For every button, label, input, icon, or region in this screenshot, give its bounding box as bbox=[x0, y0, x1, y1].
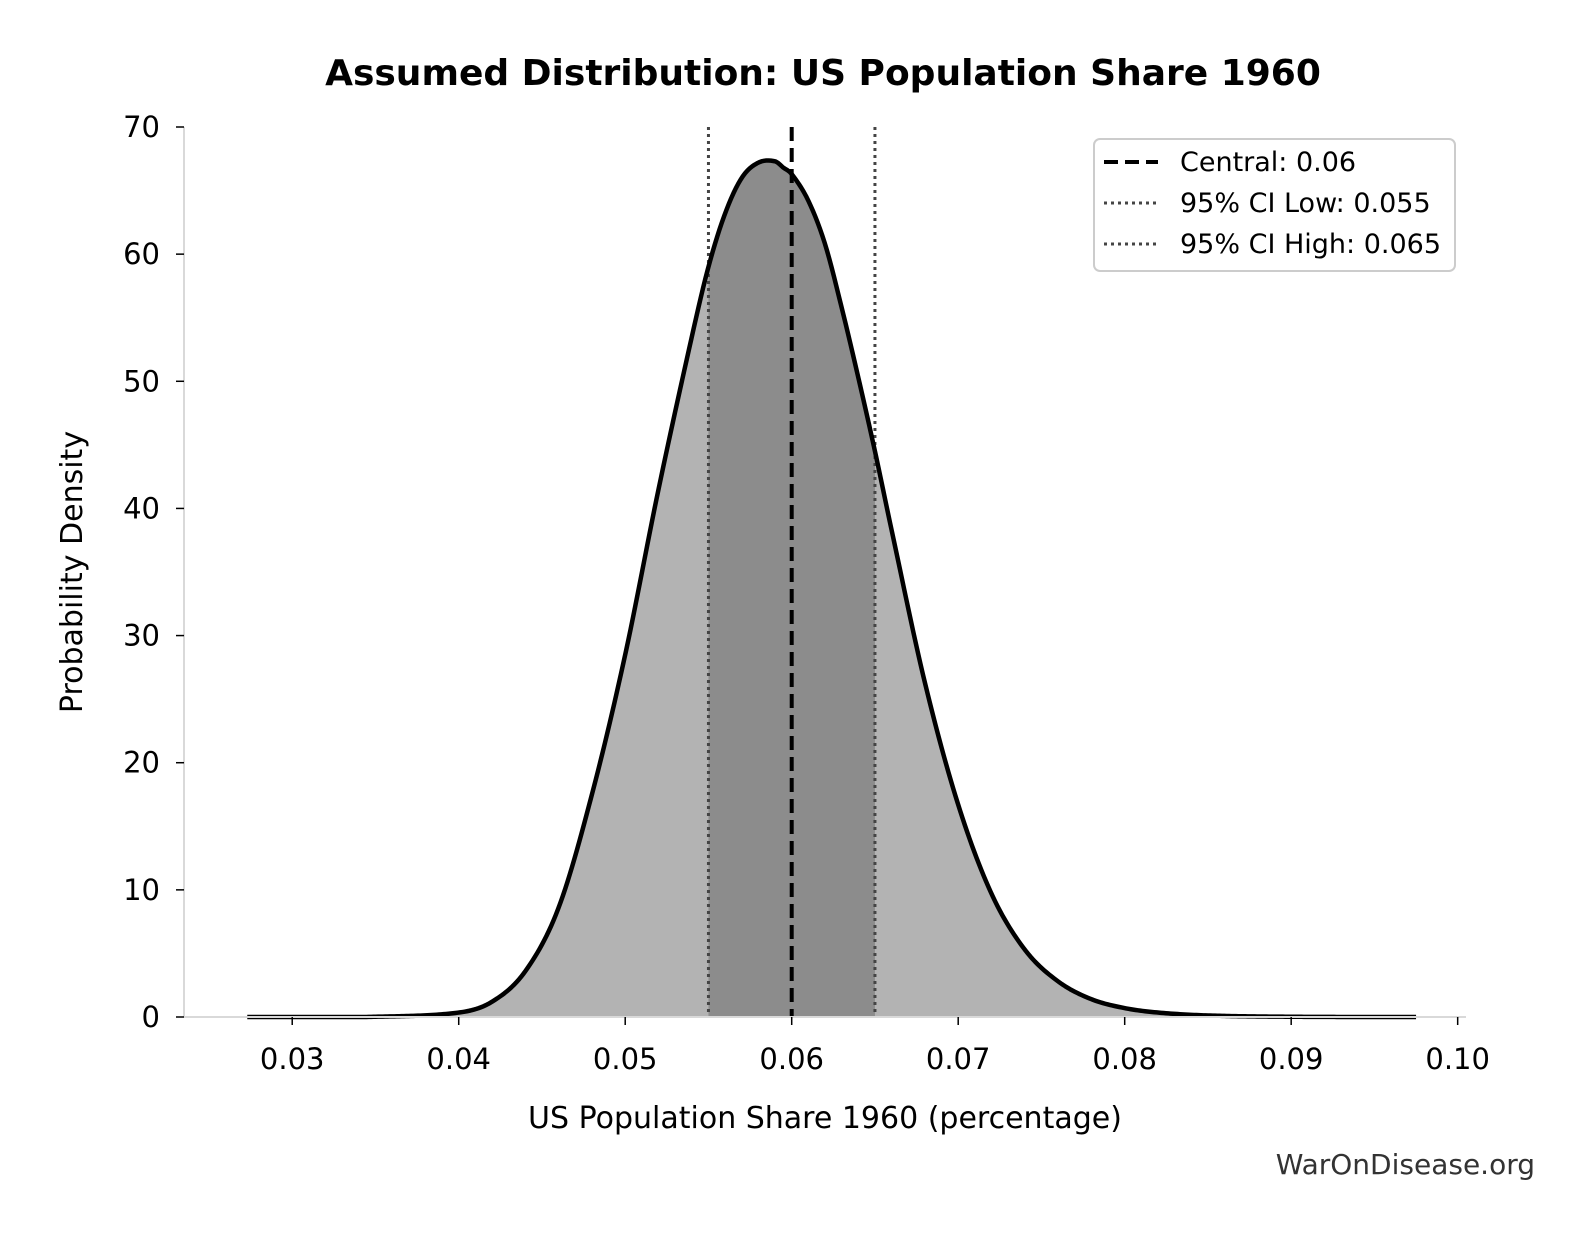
x-tick-label: 0.03 bbox=[260, 1042, 325, 1076]
x-tick-label: 0.07 bbox=[926, 1042, 991, 1076]
y-tick-label: 60 bbox=[123, 237, 160, 271]
y-tick-label: 30 bbox=[123, 619, 160, 653]
density-curve bbox=[247, 158, 1417, 1020]
plot-area bbox=[247, 127, 1417, 1020]
y-tick-label: 0 bbox=[142, 1000, 160, 1034]
y-tick-label: 20 bbox=[123, 746, 160, 780]
x-tick-label: 0.04 bbox=[426, 1042, 491, 1076]
y-tick-label: 10 bbox=[123, 873, 160, 907]
confidence-interval-fill bbox=[708, 160, 875, 1018]
y-tick-label: 40 bbox=[123, 491, 160, 525]
legend-entry-2: 95% CI High: 0.065 bbox=[1180, 229, 1441, 260]
x-tick-label: 0.09 bbox=[1259, 1042, 1324, 1076]
legend-frame bbox=[1093, 138, 1456, 272]
y-tick-label: 50 bbox=[123, 364, 160, 398]
legend-entry-0: Central: 0.06 bbox=[1180, 147, 1356, 178]
x-tick-label: 0.06 bbox=[759, 1042, 824, 1076]
x-axis-ticks: 0.03 0.04 0.05 0.06 0.07 0.08 0.09 0.10 bbox=[260, 1017, 1490, 1076]
x-tick-label: 0.05 bbox=[593, 1042, 658, 1076]
y-tick-label: 70 bbox=[123, 110, 160, 144]
legend: Central: 0.06 95% CI Low: 0.055 95% CI Hig… bbox=[1093, 138, 1456, 272]
watermark: WarOnDisease.org bbox=[1276, 1148, 1535, 1181]
x-axis-label: US Population Share 1960 (percentage) bbox=[528, 1101, 1122, 1136]
x-tick-label: 0.08 bbox=[1092, 1042, 1157, 1076]
legend-entry-1: 95% CI Low: 0.055 bbox=[1180, 188, 1431, 219]
x-tick-label: 0.10 bbox=[1425, 1042, 1490, 1076]
y-axis-label: Probability Density bbox=[55, 431, 90, 713]
chart-title: Assumed Distribution: US Population Shar… bbox=[325, 53, 1321, 94]
y-axis-ticks: 0 10 20 30 40 50 60 70 bbox=[123, 110, 184, 1034]
